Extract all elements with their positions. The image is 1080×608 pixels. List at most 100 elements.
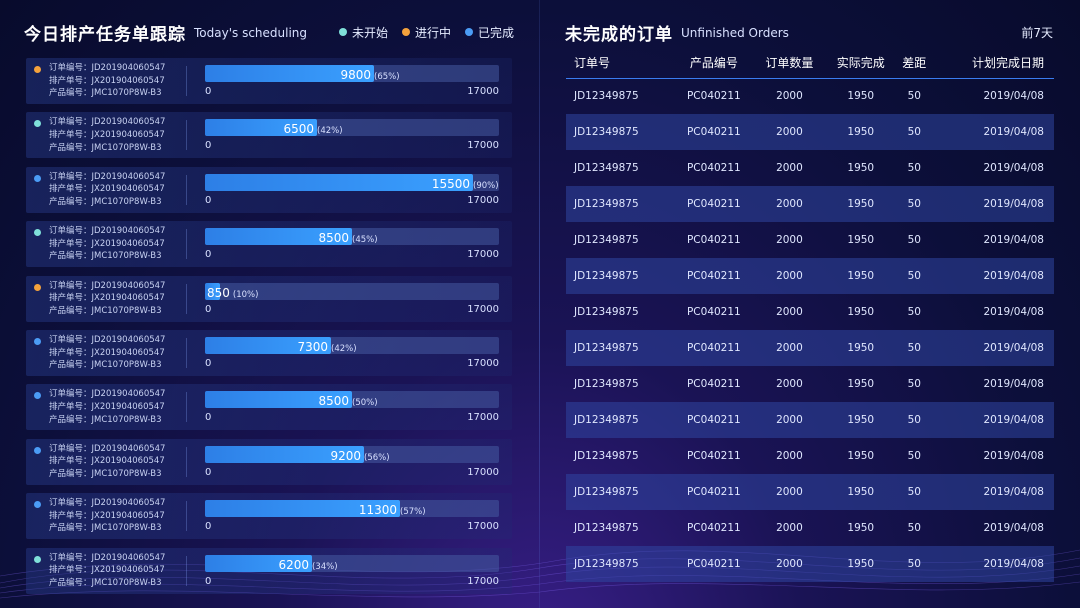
progress-label: 11300 (57%) (359, 500, 426, 517)
cell-order-qty: 2000 (776, 306, 803, 318)
task-row[interactable]: 订单编号：JD201904060547 排产单号：JX201904060547 产品… (26, 112, 512, 159)
task-product-line: 产品编号：JMC1070P8W-B3 (49, 414, 162, 425)
cell-gap: 50 (907, 378, 921, 390)
status-dot (34, 337, 41, 345)
table-header-row: 订单号 产品编号 订单数量 实际完成 差距 计划完成日期 (566, 48, 1054, 79)
progress-label: 15500 (90%) (432, 174, 499, 191)
cell-order-no: JD12349875 (566, 546, 674, 582)
cell-product-no: PC040211 (686, 90, 741, 103)
progress-label: 9200 (56%) (330, 446, 389, 463)
cell-gap: 50 (907, 306, 921, 318)
task-info: 订单编号：JD201904060547 排产单号：JX201904060547 产品… (49, 388, 165, 426)
task-order-line: 订单编号：JD201904060547 (49, 226, 166, 237)
cell-product-no: PC040211 (686, 522, 741, 534)
cell-actual-done: 1950 (847, 450, 875, 462)
cell-order-qty: 2000 (776, 522, 803, 534)
table-row[interactable]: JD12349875 PC040211 2000 1950 50 2019/04/08 (566, 402, 1054, 438)
status-dot (34, 66, 41, 73)
cell-order-no: JD12349875 (574, 162, 639, 174)
progress-track: 8500 (50%) (205, 391, 499, 409)
progress-track: 8500 (45%) (205, 228, 499, 246)
progress-fill (205, 282, 220, 300)
cell-actual-done: 1950 (825, 114, 897, 150)
progress-label: 8500 (50%) (318, 391, 377, 408)
column-header-actual-done: 实际完成 (825, 48, 897, 79)
table-row[interactable]: JD12349875 PC040211 2000 1950 50 2019/04/08 (566, 330, 1054, 366)
task-row[interactable]: 订单编号：JD201904060547 排产单号：JX201904060547 产品… (26, 493, 512, 540)
period-selector[interactable]: 前7天 (1021, 25, 1053, 40)
task-row[interactable]: 订单编号：JD201904060547 排产单号：JX201904060547 产品… (26, 384, 512, 431)
legend-completed: 已完成 (464, 24, 514, 41)
table-row[interactable]: JD12349875 PC040211 2000 1950 50 2019/04/08 (566, 474, 1054, 510)
table-row[interactable]: JD12349875 PC040211 2000 1950 50 2019/04/08 (566, 222, 1054, 258)
cell-order-no: JD12349875 (566, 258, 674, 294)
progress-fill (205, 65, 374, 82)
progress-label: 6500 (42%) (283, 119, 342, 136)
task-product-line: 产品编号：JMC1070P8W-B3 (49, 88, 162, 99)
cell-product-no: PC040211 (686, 378, 741, 390)
task-row[interactable]: 订单编号：JD201904060547 排产单号：JX201904060547 产品… (26, 58, 512, 104)
table-row[interactable]: JD12349875 PC040211 2000 1950 50 2019/04/08 (566, 546, 1054, 582)
table-row[interactable]: JD12349875 PC040211 2000 1950 50 2019/04/08 (566, 438, 1054, 474)
table-row[interactable]: JD12349875 PC040211 2000 1950 50 2019/04/08 (566, 294, 1054, 330)
table-row[interactable]: JD12349875 PC040211 2000 1950 50 2019/04/08 (566, 186, 1054, 222)
cell-gap: 50 (896, 330, 933, 366)
cell-product-no: PC040211 (673, 402, 754, 438)
cell-actual-done: 1950 (847, 234, 875, 246)
task-row[interactable]: 订单编号：JD201904060547 排产单号：JX201904060547 产品… (26, 329, 512, 376)
cell-gap: 50 (907, 450, 921, 462)
cell-order-qty: 2000 (776, 450, 803, 462)
progress-value: 7300 (297, 339, 328, 354)
task-info: 订单编号：JD201904060547 排产单号：JX201904060547 产品… (49, 62, 165, 100)
task-row[interactable]: 订单编号：JD201904060547 排产单号：JX201904060547 产品… (26, 547, 512, 594)
cell-order-qty: 2000 (776, 162, 803, 174)
task-row[interactable]: 订单编号：JD201904060547 排产单号：JX201904060547 产品… (26, 438, 512, 485)
cell-actual-done: 1950 (825, 546, 897, 582)
task-product-line: 产品编号：JMC1070P8W-B3 (49, 523, 162, 534)
task-schedule-line: 排产单号：JX201904060547 (49, 565, 165, 576)
axis-max-label: 17000 (467, 521, 499, 533)
cell-product-no: PC040211 (673, 258, 754, 294)
legend-not-started: 未开始 (338, 24, 388, 41)
task-separator (186, 174, 187, 205)
progress-percent: (34%) (312, 561, 338, 572)
cell-order-qty: 2000 (753, 546, 826, 582)
axis-max-label: 17000 (467, 466, 499, 478)
progress-label: 8500 (45%) (318, 228, 377, 245)
progress-value: 11300 (358, 503, 397, 518)
cell-order-qty: 2000 (753, 186, 826, 222)
table-row[interactable]: JD12349875 PC040211 2000 1950 50 2019/04/08 (566, 150, 1054, 186)
status-dot (34, 555, 41, 563)
task-row[interactable]: 订单编号：JD201904060547 排产单号：JX201904060547 产品… (26, 166, 512, 213)
cell-plan-date: 2019/04/08 (932, 330, 1054, 366)
status-dot (34, 229, 41, 237)
task-list: 订单编号：JD201904060547 排产单号：JX201904060547 产品… (26, 58, 512, 602)
task-row[interactable]: 订单编号：JD201904060547 排产单号：JX201904060547 产品… (26, 221, 512, 268)
axis-max-label: 17000 (467, 140, 499, 152)
orders-title: 未完成的订单 (565, 24, 673, 45)
task-product-line: 产品编号：JMC1070P8W-B3 (49, 360, 162, 371)
orders-panel: 未完成的订单 Unfinished Orders 前7天 订单号 产品编号 订单… (540, 0, 1080, 608)
status-dot (34, 120, 41, 128)
task-row[interactable]: 订单编号：JD201904060547 排产单号：JX201904060547 产品… (26, 275, 512, 322)
table-row[interactable]: JD12349875 PC040211 2000 1950 50 2019/04/08 (566, 366, 1054, 402)
cell-order-qty: 2000 (753, 474, 826, 510)
task-product-line: 产品编号：JMC1070P8W-B3 (49, 251, 162, 262)
table-row[interactable]: JD12349875 PC040211 2000 1950 50 2019/04/08 (566, 510, 1054, 546)
table-row[interactable]: JD12349875 PC040211 2000 1950 50 2019/04/08 (566, 258, 1054, 294)
schedule-subtitle: Today's scheduling (194, 26, 308, 40)
cell-actual-done: 1950 (847, 378, 875, 390)
cell-plan-date: 2019/04/08 (983, 90, 1044, 103)
cell-actual-done: 1950 (847, 90, 875, 103)
progress-percent: (10%) (232, 289, 259, 300)
status-dot (34, 283, 41, 291)
legend-label-completed: 已完成 (477, 25, 514, 40)
table-row[interactable]: JD12349875 PC040211 2000 1950 50 2019/04/08 (566, 78, 1054, 114)
task-separator (186, 337, 187, 368)
axis-max-label: 17000 (467, 249, 499, 261)
status-legend: 未开始 进行中 已完成 (338, 24, 514, 41)
cell-order-no: JD12349875 (566, 474, 674, 510)
table-row[interactable]: JD12349875 PC040211 2000 1950 50 2019/04/08 (566, 114, 1054, 150)
progress-percent: (42%) (331, 343, 357, 354)
cell-plan-date: 2019/04/08 (983, 378, 1044, 390)
